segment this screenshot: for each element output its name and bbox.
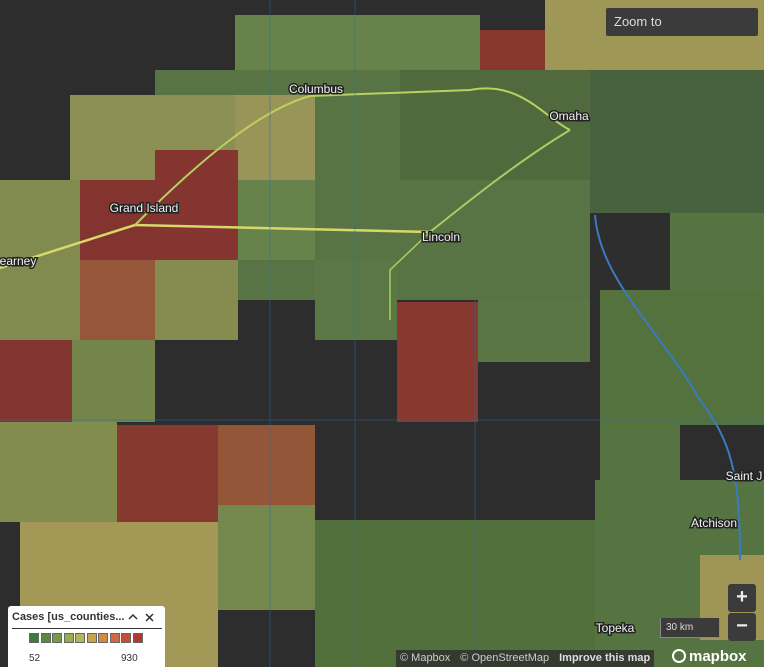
legend-swatch — [75, 633, 85, 643]
logo: mapbox — [672, 647, 747, 667]
improve-link[interactable]: Improve this map — [559, 652, 651, 664]
search-box[interactable]: Zoom to — [606, 8, 758, 36]
place-label: Columbus — [289, 82, 343, 96]
place-label: earney — [0, 254, 36, 268]
place-label: Omaha — [549, 109, 589, 123]
zoom-out[interactable]: − — [728, 613, 756, 641]
legend-swatch — [98, 633, 108, 643]
zoom-in[interactable]: + — [728, 584, 756, 612]
place-label: Atchison — [691, 516, 737, 530]
place-label: Topeka — [596, 621, 635, 635]
legend: Cases [us_counties... 52 930 — [8, 606, 165, 667]
place-label: Lincoln — [422, 230, 460, 244]
legend-swatch — [109, 633, 120, 643]
legend-swatch — [40, 633, 51, 643]
logo-text: mapbox — [689, 648, 747, 665]
attribution-link[interactable]: © Mapbox — [400, 652, 451, 664]
legend-swatch — [29, 633, 39, 643]
scale-bar: 30 km — [660, 618, 720, 638]
legend-max: 930 — [121, 653, 138, 664]
place-label: Saint J — [726, 469, 763, 483]
legend-swatch — [121, 633, 131, 643]
legend-min: 52 — [29, 653, 41, 664]
legend-controls[interactable] — [126, 611, 156, 623]
attribution: © Mapbox © OpenStreetMap Improve this map — [396, 650, 655, 667]
legend-swatch — [52, 633, 62, 643]
legend-title: Cases [us_counties... — [12, 611, 125, 623]
place-label: Grand Island — [110, 201, 179, 215]
place-labels: Columbus Omaha Grand Island Lincoln earney Sa… — [0, 81, 764, 637]
attribution-link[interactable]: © OpenStreetMap — [460, 652, 550, 664]
legend-swatch — [63, 633, 74, 643]
legend-swatch — [132, 633, 143, 643]
legend-swatch — [86, 633, 97, 643]
legend-swatches — [29, 633, 161, 643]
